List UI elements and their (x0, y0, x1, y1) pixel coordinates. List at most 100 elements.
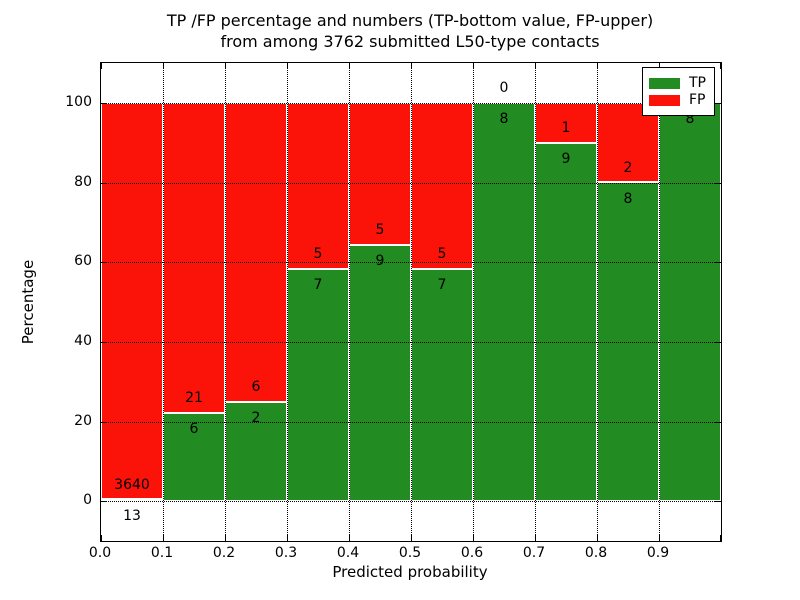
x-tick-mark (225, 535, 226, 541)
x-tick-mark (163, 535, 164, 541)
y-tick-label: 0 (83, 492, 92, 509)
y-tick-mark (101, 262, 107, 264)
y-tick-label: 60 (74, 253, 92, 270)
v-gridline (597, 63, 598, 541)
tp-segment (535, 142, 597, 502)
fp-count-label: 0 (499, 79, 509, 96)
tp-segment (349, 245, 411, 502)
x-tick-mark (349, 535, 350, 541)
chart-title: TP /FP percentage and numbers (TP-bottom… (100, 10, 720, 52)
x-tick-mark-top (163, 63, 164, 69)
v-gridline (535, 63, 536, 541)
stacked-bar (101, 102, 163, 502)
x-tick-label: 0.2 (212, 545, 236, 561)
x-tick-mark (659, 535, 660, 541)
tp-count-label: 8 (499, 110, 509, 127)
legend: TP FP (642, 67, 715, 116)
x-tick-label: 0.4 (336, 545, 360, 561)
y-tick-mark (101, 102, 107, 104)
y-tick-mark (101, 182, 107, 184)
tp-count-label: 8 (623, 190, 633, 207)
x-tick-mark (720, 535, 721, 541)
tp-count-label: 9 (375, 253, 385, 270)
x-tick-mark-top (597, 63, 598, 69)
fp-count-label: 5 (437, 245, 447, 262)
fp-legend-swatch (649, 94, 680, 106)
tp-legend-swatch (649, 77, 680, 89)
fp-count-label: 3640 (114, 476, 150, 493)
y-tick-label: 100 (65, 93, 92, 110)
x-tick-label: 0.8 (584, 545, 608, 561)
v-gridline (225, 63, 226, 541)
stacked-bar (225, 102, 287, 502)
x-tick-label: 0.7 (522, 545, 546, 561)
x-tick-mark (473, 535, 474, 541)
x-tick-mark (535, 535, 536, 541)
fp-count-label: 2 (623, 159, 633, 176)
tp-segment (411, 268, 473, 502)
fp-segment (349, 102, 411, 246)
plot-canvas: 3640132166257595708192808 (101, 63, 721, 541)
fp-count-label: 1 (561, 119, 571, 136)
stacked-bar (349, 102, 411, 502)
fp-segment (163, 102, 225, 413)
legend-item-label: TP (689, 75, 706, 91)
y-tick-mark-right (715, 341, 721, 343)
tp-count-label: 9 (561, 150, 571, 167)
tp-count-label: 13 (123, 507, 141, 524)
tp-count-label: 2 (251, 409, 261, 426)
fp-count-label: 5 (375, 222, 385, 239)
legend-item-label: FP (689, 92, 706, 108)
v-gridline (659, 63, 660, 541)
fp-count-label: 21 (185, 389, 203, 406)
fp-count-label: 5 (313, 245, 323, 262)
stacked-bar (473, 102, 535, 502)
x-tick-label: 0.0 (88, 545, 112, 561)
legend-item: FP (649, 93, 706, 107)
x-tick-mark-top (349, 63, 350, 69)
x-tick-mark-top (411, 63, 412, 69)
v-gridline (473, 63, 474, 541)
x-tick-mark (287, 535, 288, 541)
x-tick-mark-top (225, 63, 226, 69)
tp-segment (473, 102, 535, 502)
x-tick-mark-top (535, 63, 536, 69)
x-tick-mark-top (720, 63, 721, 69)
y-tick-mark (101, 421, 107, 423)
legend-item: TP (649, 76, 706, 90)
y-tick-mark-right (715, 102, 721, 104)
x-tick-label: 0.1 (150, 545, 174, 561)
fp-segment (225, 102, 287, 402)
fp-count-label: 6 (251, 378, 261, 395)
fp-segment (411, 102, 473, 269)
tp-count-label: 7 (313, 276, 323, 293)
y-tick-mark-right (715, 262, 721, 264)
y-tick-mark-right (715, 421, 721, 423)
fp-segment (287, 102, 349, 269)
y-tick-label: 20 (74, 412, 92, 429)
stacked-bar (659, 102, 721, 502)
x-tick-mark-top (473, 63, 474, 69)
x-tick-label: 0.6 (460, 545, 484, 561)
y-tick-mark-right (715, 182, 721, 184)
x-tick-mark (411, 535, 412, 541)
y-tick-label: 40 (74, 332, 92, 349)
x-tick-mark (101, 535, 102, 541)
x-axis-label: Predicted probability (332, 563, 488, 581)
x-tick-mark-top (659, 63, 660, 69)
stacked-bar (597, 102, 659, 502)
tp-count-label: 8 (685, 110, 695, 127)
tp-count-label: 6 (189, 420, 199, 437)
chart-title-line1: TP /FP percentage and numbers (TP-bottom… (166, 11, 654, 30)
tp-count-label: 7 (437, 276, 447, 293)
v-gridline (411, 63, 412, 541)
y-tick-mark (101, 341, 107, 343)
x-tick-mark-top (287, 63, 288, 69)
y-tick-mark (101, 501, 107, 503)
tp-segment (659, 102, 721, 502)
tp-segment (597, 182, 659, 502)
y-tick-label: 80 (74, 173, 92, 190)
x-tick-mark (597, 535, 598, 541)
tp-segment (101, 499, 163, 502)
